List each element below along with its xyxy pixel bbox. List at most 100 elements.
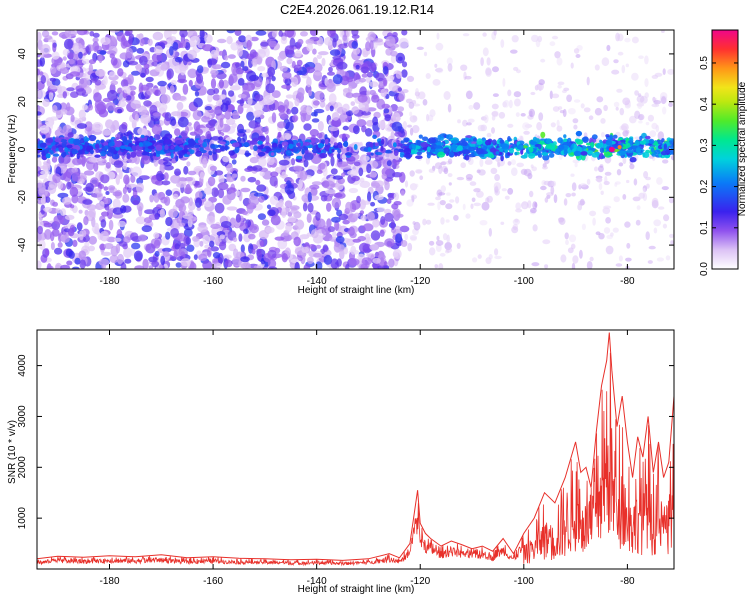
- spectrogram-cell: [153, 192, 160, 203]
- spectrogram-cell: [528, 152, 536, 159]
- spectrogram-cell: [310, 112, 317, 117]
- spectrogram-cell: [605, 134, 610, 138]
- spectrogram-cell: [446, 57, 453, 65]
- spectrogram-cell: [379, 229, 385, 237]
- spectrogram-cell: [51, 145, 57, 152]
- spectrogram-cell: [184, 42, 191, 51]
- spectrogram-cell: [37, 225, 43, 235]
- colorbar-tick-label: 0.3: [699, 138, 710, 152]
- spectrogram-cell: [228, 150, 235, 156]
- y-tick-label: 2000: [17, 456, 28, 479]
- spectrogram-cell: [310, 229, 319, 239]
- spectrogram-cell: [557, 84, 562, 89]
- spectrogram-cell: [95, 69, 106, 77]
- spectrogram-cell: [434, 63, 438, 68]
- spectrogram-cell: [78, 51, 83, 59]
- spectrogram-cell: [418, 134, 423, 139]
- spectrogram-cell: [77, 117, 84, 125]
- spectrogram-cell: [50, 231, 55, 242]
- spectrogram-cell: [462, 149, 471, 155]
- spectrogram-cell: [492, 66, 499, 73]
- spectrogram-cell: [453, 214, 459, 221]
- spectrogram-cell: [321, 225, 330, 236]
- spectrogram-cell: [40, 44, 51, 55]
- spectrogram-cell: [479, 220, 488, 226]
- spectrogram-image: [37, 30, 674, 269]
- spectrogram-cell: [492, 93, 499, 97]
- spectrogram-cell: [123, 174, 130, 185]
- spectrogram-cell: [278, 111, 286, 118]
- spectrogram-cell: [646, 183, 650, 189]
- spectrogram-cell: [601, 155, 606, 159]
- spectrogram-cell: [312, 48, 317, 55]
- spectrogram-cell: [50, 242, 55, 250]
- spectrogram-cell: [52, 153, 60, 157]
- spectrogram-cell: [141, 151, 150, 156]
- spectrogram-cell: [493, 182, 502, 191]
- spectrogram-cell: [246, 111, 255, 121]
- spectrogram-cell: [622, 194, 627, 200]
- spectrogram-cell: [591, 134, 598, 140]
- spectrogram-cell: [374, 194, 384, 201]
- spectrogram-cell: [366, 163, 372, 174]
- spectrogram-cell: [439, 136, 444, 141]
- spectrogram-cell: [638, 113, 645, 121]
- spectrogram-cell: [163, 172, 169, 181]
- spectrogram-cell: [306, 213, 312, 224]
- spectrogram-cell: [337, 161, 349, 167]
- spectrogram-cell: [216, 72, 227, 80]
- spectrogram-cell: [123, 247, 133, 258]
- spectrogram-cell: [319, 100, 326, 108]
- spectrogram-cell: [89, 31, 95, 37]
- spectrogram-cell: [580, 154, 586, 161]
- spectrogram-cell: [293, 64, 302, 72]
- spectrogram-cell: [625, 142, 631, 148]
- spectrogram-cell: [662, 223, 668, 229]
- spectrogram-cell: [179, 111, 189, 117]
- spectrogram-cell: [82, 104, 88, 111]
- spectrogram-cell: [165, 189, 173, 196]
- spectrogram-cell: [164, 112, 172, 122]
- spectrogram-cell: [289, 205, 300, 211]
- spectrogram-cell: [183, 228, 193, 237]
- spectrogram-cell: [384, 238, 395, 248]
- spectrogram-cell: [665, 255, 671, 261]
- spectrogram-cell: [140, 84, 150, 91]
- spectrogram-cell: [512, 218, 521, 225]
- spectrogram-cell: [93, 161, 99, 172]
- spectrogram-cell: [488, 253, 493, 260]
- spectrogram-cell: [153, 239, 161, 249]
- spectrogram-cell: [636, 95, 645, 103]
- spectrogram-cell: [531, 34, 539, 43]
- spectrogram-cell: [92, 37, 99, 43]
- spectrogram-cell: [426, 152, 431, 159]
- spectrogram-cell: [205, 111, 210, 118]
- spectrogram-cell: [369, 244, 379, 251]
- spectrogram-cell: [257, 152, 266, 157]
- spectrogram-cell: [436, 235, 440, 241]
- spectrogram-cell: [358, 167, 364, 177]
- spectrogram-cell: [274, 236, 285, 241]
- snr-frame: [36, 329, 675, 570]
- spectrogram-cell: [432, 79, 441, 86]
- spectrogram-cell: [589, 210, 597, 217]
- spectrogram-cell: [226, 171, 231, 182]
- spectrogram-cell: [217, 182, 229, 191]
- spectrogram-cell: [186, 244, 195, 252]
- colorbar-ticks: 0.0 0.1 0.2 0.3 0.4 0.5: [699, 56, 738, 276]
- spectrogram-cell: [223, 254, 232, 259]
- spectrogram-cell: [612, 134, 618, 139]
- spectrogram-cell: [100, 139, 105, 144]
- spectrogram-cell: [249, 156, 259, 164]
- spectrogram-cell: [107, 89, 118, 101]
- spectrogram-cell: [207, 58, 213, 68]
- spectrogram-cell: [170, 228, 180, 238]
- spectrogram-cell: [185, 125, 189, 134]
- spectrogram-cell: [214, 202, 225, 214]
- spectrogram-cell: [428, 240, 435, 246]
- spectrogram-cell: [604, 152, 610, 157]
- spectrogram-cell: [370, 152, 374, 156]
- spectrogram-cell: [597, 165, 604, 173]
- spectrogram-cell: [361, 125, 367, 133]
- spectrogram-cell: [244, 167, 254, 172]
